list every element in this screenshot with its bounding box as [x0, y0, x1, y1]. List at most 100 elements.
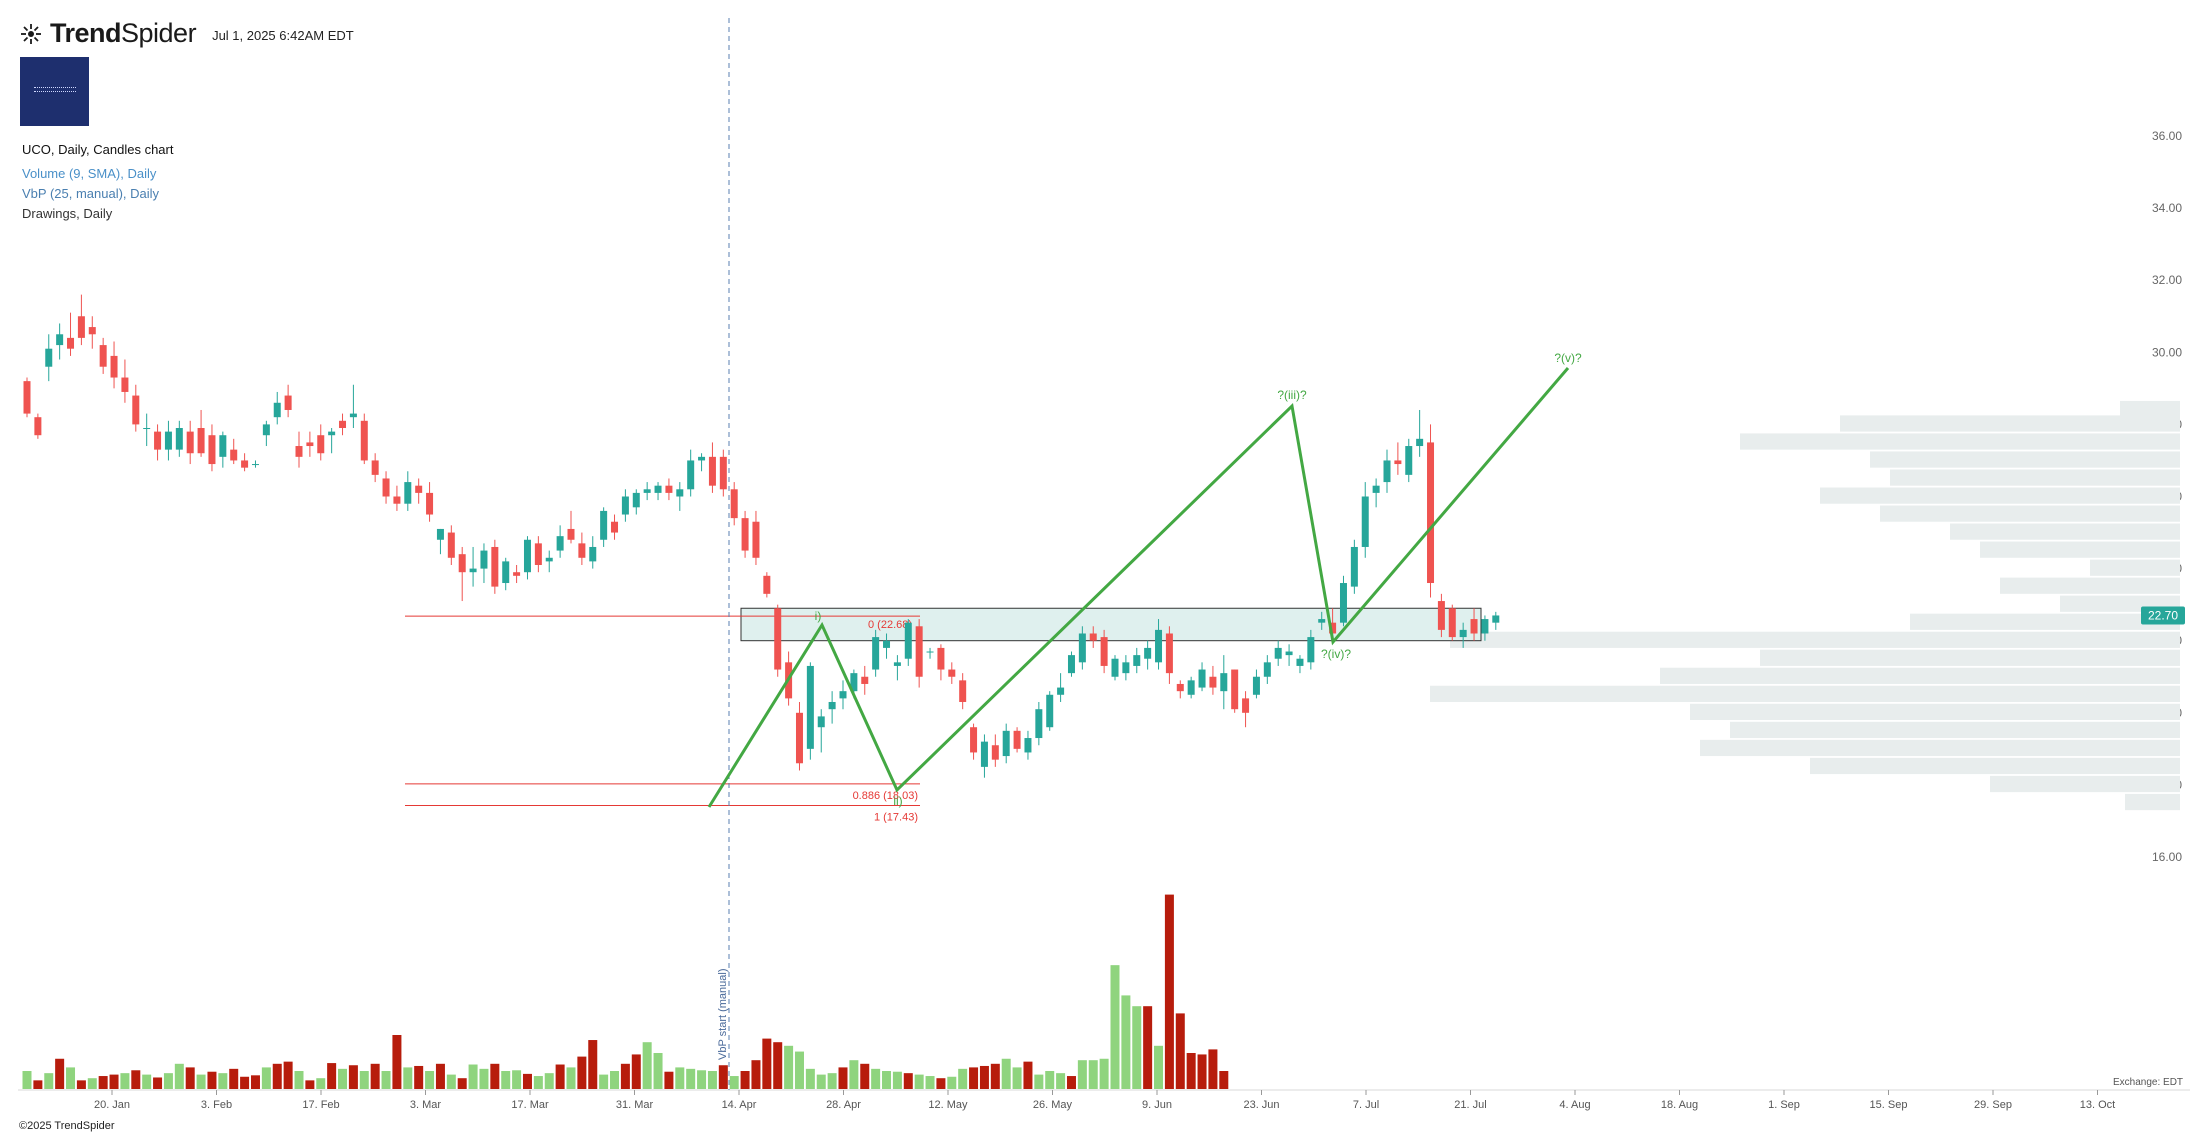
- candle: [480, 543, 488, 584]
- candle-body: [45, 348, 53, 367]
- candle-body: [1383, 460, 1391, 483]
- candle-body: [371, 460, 379, 475]
- candle-body: [1078, 633, 1086, 663]
- candle-body: [121, 377, 129, 392]
- candle-body: [77, 316, 85, 338]
- volume-bar: [642, 1042, 652, 1089]
- candle: [1144, 640, 1152, 670]
- candle: [1133, 647, 1141, 674]
- candle: [219, 431, 227, 468]
- candle: [1372, 478, 1380, 508]
- candle: [741, 510, 749, 558]
- volume-bar: [501, 1071, 511, 1089]
- candle-body: [763, 575, 771, 594]
- volume-bar: [838, 1067, 848, 1089]
- x-tick-label: 17. Mar: [511, 1099, 549, 1111]
- candle-body: [1165, 633, 1173, 674]
- candle: [1350, 539, 1358, 594]
- candle: [34, 413, 42, 439]
- candle: [795, 701, 803, 771]
- legend-drawings[interactable]: Drawings, Daily: [22, 206, 113, 221]
- candle: [1078, 626, 1086, 670]
- candle-body: [883, 640, 891, 648]
- candle-body: [774, 608, 782, 670]
- last-price-label: 22.70: [2148, 608, 2178, 622]
- volume-bar: [163, 1073, 173, 1089]
- candle: [665, 478, 673, 501]
- candle: [817, 709, 825, 753]
- x-tick-label: 3. Mar: [410, 1099, 442, 1111]
- volume-bar: [283, 1061, 293, 1089]
- volume-bar: [44, 1073, 54, 1089]
- candle: [861, 665, 869, 695]
- candle: [806, 662, 814, 760]
- candle: [1111, 655, 1119, 681]
- vbp-bar: [1430, 685, 2180, 702]
- x-tick-label: 4. Aug: [1559, 1099, 1590, 1111]
- candle: [197, 409, 205, 457]
- candle-body: [893, 662, 901, 666]
- x-tick-label: 21. Jul: [1454, 1099, 1486, 1111]
- candle-body: [339, 420, 347, 429]
- candle: [1165, 626, 1173, 684]
- volume-bar: [1219, 1071, 1229, 1089]
- volume-bar: [860, 1063, 870, 1089]
- volume-bar: [773, 1042, 783, 1089]
- x-tick-label: 1. Sep: [1768, 1099, 1800, 1111]
- candle-body: [991, 745, 999, 760]
- candle: [56, 323, 64, 360]
- candle-body: [806, 665, 814, 749]
- vbp-bar: [1870, 451, 2180, 468]
- candle: [839, 680, 847, 710]
- candle: [774, 604, 782, 677]
- volume-bar: [610, 1071, 620, 1089]
- legend-vbp-indicator[interactable]: VbP (25, manual), Daily: [22, 186, 160, 201]
- candle-body: [698, 456, 706, 461]
- volume-bar: [446, 1074, 456, 1089]
- candle: [523, 536, 531, 580]
- candle-body: [1274, 647, 1282, 659]
- y-tick-label: 36.00: [2152, 129, 2182, 143]
- volume-bar: [1088, 1060, 1098, 1089]
- volume-bars: [22, 894, 1229, 1089]
- candle-body: [317, 435, 325, 454]
- volume-bar: [1012, 1067, 1022, 1089]
- legend-volume-indicator[interactable]: Volume (9, SMA), Daily: [22, 166, 157, 181]
- candle-body: [545, 557, 553, 562]
- volume-bar: [620, 1063, 630, 1089]
- volume-bar: [218, 1073, 228, 1089]
- vbp-bar: [2000, 577, 2180, 594]
- candle: [317, 424, 325, 461]
- volume-bar: [1034, 1074, 1044, 1089]
- candle-body: [948, 669, 956, 677]
- candle: [295, 431, 303, 468]
- volume-bar: [784, 1045, 794, 1089]
- vbp-bar: [1820, 487, 2180, 504]
- x-tick-label: 7. Jul: [1353, 1099, 1379, 1111]
- vbp-bar: [2120, 400, 2180, 418]
- legend-main-series[interactable]: UCO, Daily, Candles chart: [22, 142, 174, 157]
- volume-bar: [588, 1040, 598, 1089]
- volume-bar: [348, 1065, 358, 1089]
- candle: [306, 431, 314, 457]
- volume-bar: [979, 1065, 989, 1089]
- candle-body: [273, 402, 281, 418]
- volume-bar: [55, 1058, 65, 1089]
- candle-body: [1057, 687, 1065, 695]
- candle-body: [295, 446, 303, 457]
- vbp-bar: [2125, 793, 2180, 811]
- vbp-bar: [1840, 415, 2180, 432]
- volume-bar: [1132, 1006, 1142, 1089]
- candle: [915, 619, 923, 688]
- candle: [611, 514, 619, 540]
- volume-bar: [1056, 1073, 1066, 1089]
- candle-body: [1307, 637, 1315, 663]
- candle: [1405, 438, 1413, 483]
- candle: [1198, 662, 1206, 692]
- vbp-bar: [2090, 559, 2180, 576]
- candle-body: [556, 536, 564, 551]
- candle: [339, 413, 347, 436]
- volume-bar: [914, 1074, 924, 1089]
- volume-bar: [316, 1078, 326, 1089]
